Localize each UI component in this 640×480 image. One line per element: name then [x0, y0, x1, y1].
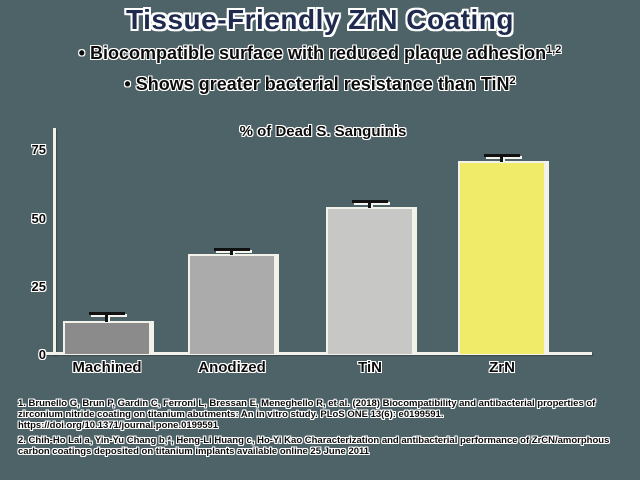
bullet-icon: • — [78, 43, 85, 63]
chart-title: % of Dead S. Sanguinis — [239, 123, 407, 140]
slide-title: Tissue-Friendly ZrN Coating — [126, 4, 514, 35]
y-tick-label: 25 — [31, 278, 46, 294]
error-bar-stem — [368, 203, 371, 209]
chart-plot: 0 25 50 75 Machined Anodized TiN ZrN — [0, 120, 640, 390]
x-axis-label: Machined — [72, 359, 142, 376]
error-bar-cap — [214, 248, 250, 252]
footnote-reference-2: 2. Chih-Ho Lai a, Yin-Yu Chang b,*, Heng… — [18, 435, 610, 457]
y-axis — [53, 128, 56, 355]
y-tick-label: 0 — [38, 347, 46, 362]
bar-anodized — [188, 253, 276, 354]
error-bar-stem — [230, 251, 233, 255]
footnote-reference-1: 1. Brunello G, Brun P, Gardin C, Ferroni… — [18, 398, 596, 431]
bullet-text: Shows greater bacterial resistance than … — [135, 74, 510, 94]
error-bar-stem — [105, 315, 108, 322]
error-bar-cap — [484, 154, 520, 158]
error-bar-cap — [352, 200, 388, 204]
bullet-icon: • — [124, 74, 131, 94]
reference-superscript: 2 — [509, 75, 516, 87]
bullet-biocompatible: • Biocompatible surface with reduced pla… — [0, 43, 640, 64]
bullet-bacterial-resistance: • Shows greater bacterial resistance tha… — [0, 74, 640, 95]
bullet-text: Biocompatible surface with reduced plaqu… — [89, 43, 547, 63]
y-tick-label: 75 — [31, 142, 46, 158]
x-axis-label: ZrN — [489, 359, 515, 376]
bar-zrn — [458, 160, 546, 354]
y-tick-label: 50 — [31, 210, 46, 226]
footnotes: 1. Brunello G, Brun P, Gardin C, Ferroni… — [18, 398, 624, 461]
error-bar-cap — [89, 312, 125, 316]
error-bar-stem — [500, 157, 503, 162]
x-axis-label: Anodized — [198, 359, 266, 376]
x-axis-label: TiN — [358, 359, 382, 376]
bar-machined — [63, 320, 151, 354]
reference-superscript: 1,2 — [546, 44, 562, 56]
bar-tin — [326, 207, 414, 354]
x-axis — [40, 352, 592, 355]
